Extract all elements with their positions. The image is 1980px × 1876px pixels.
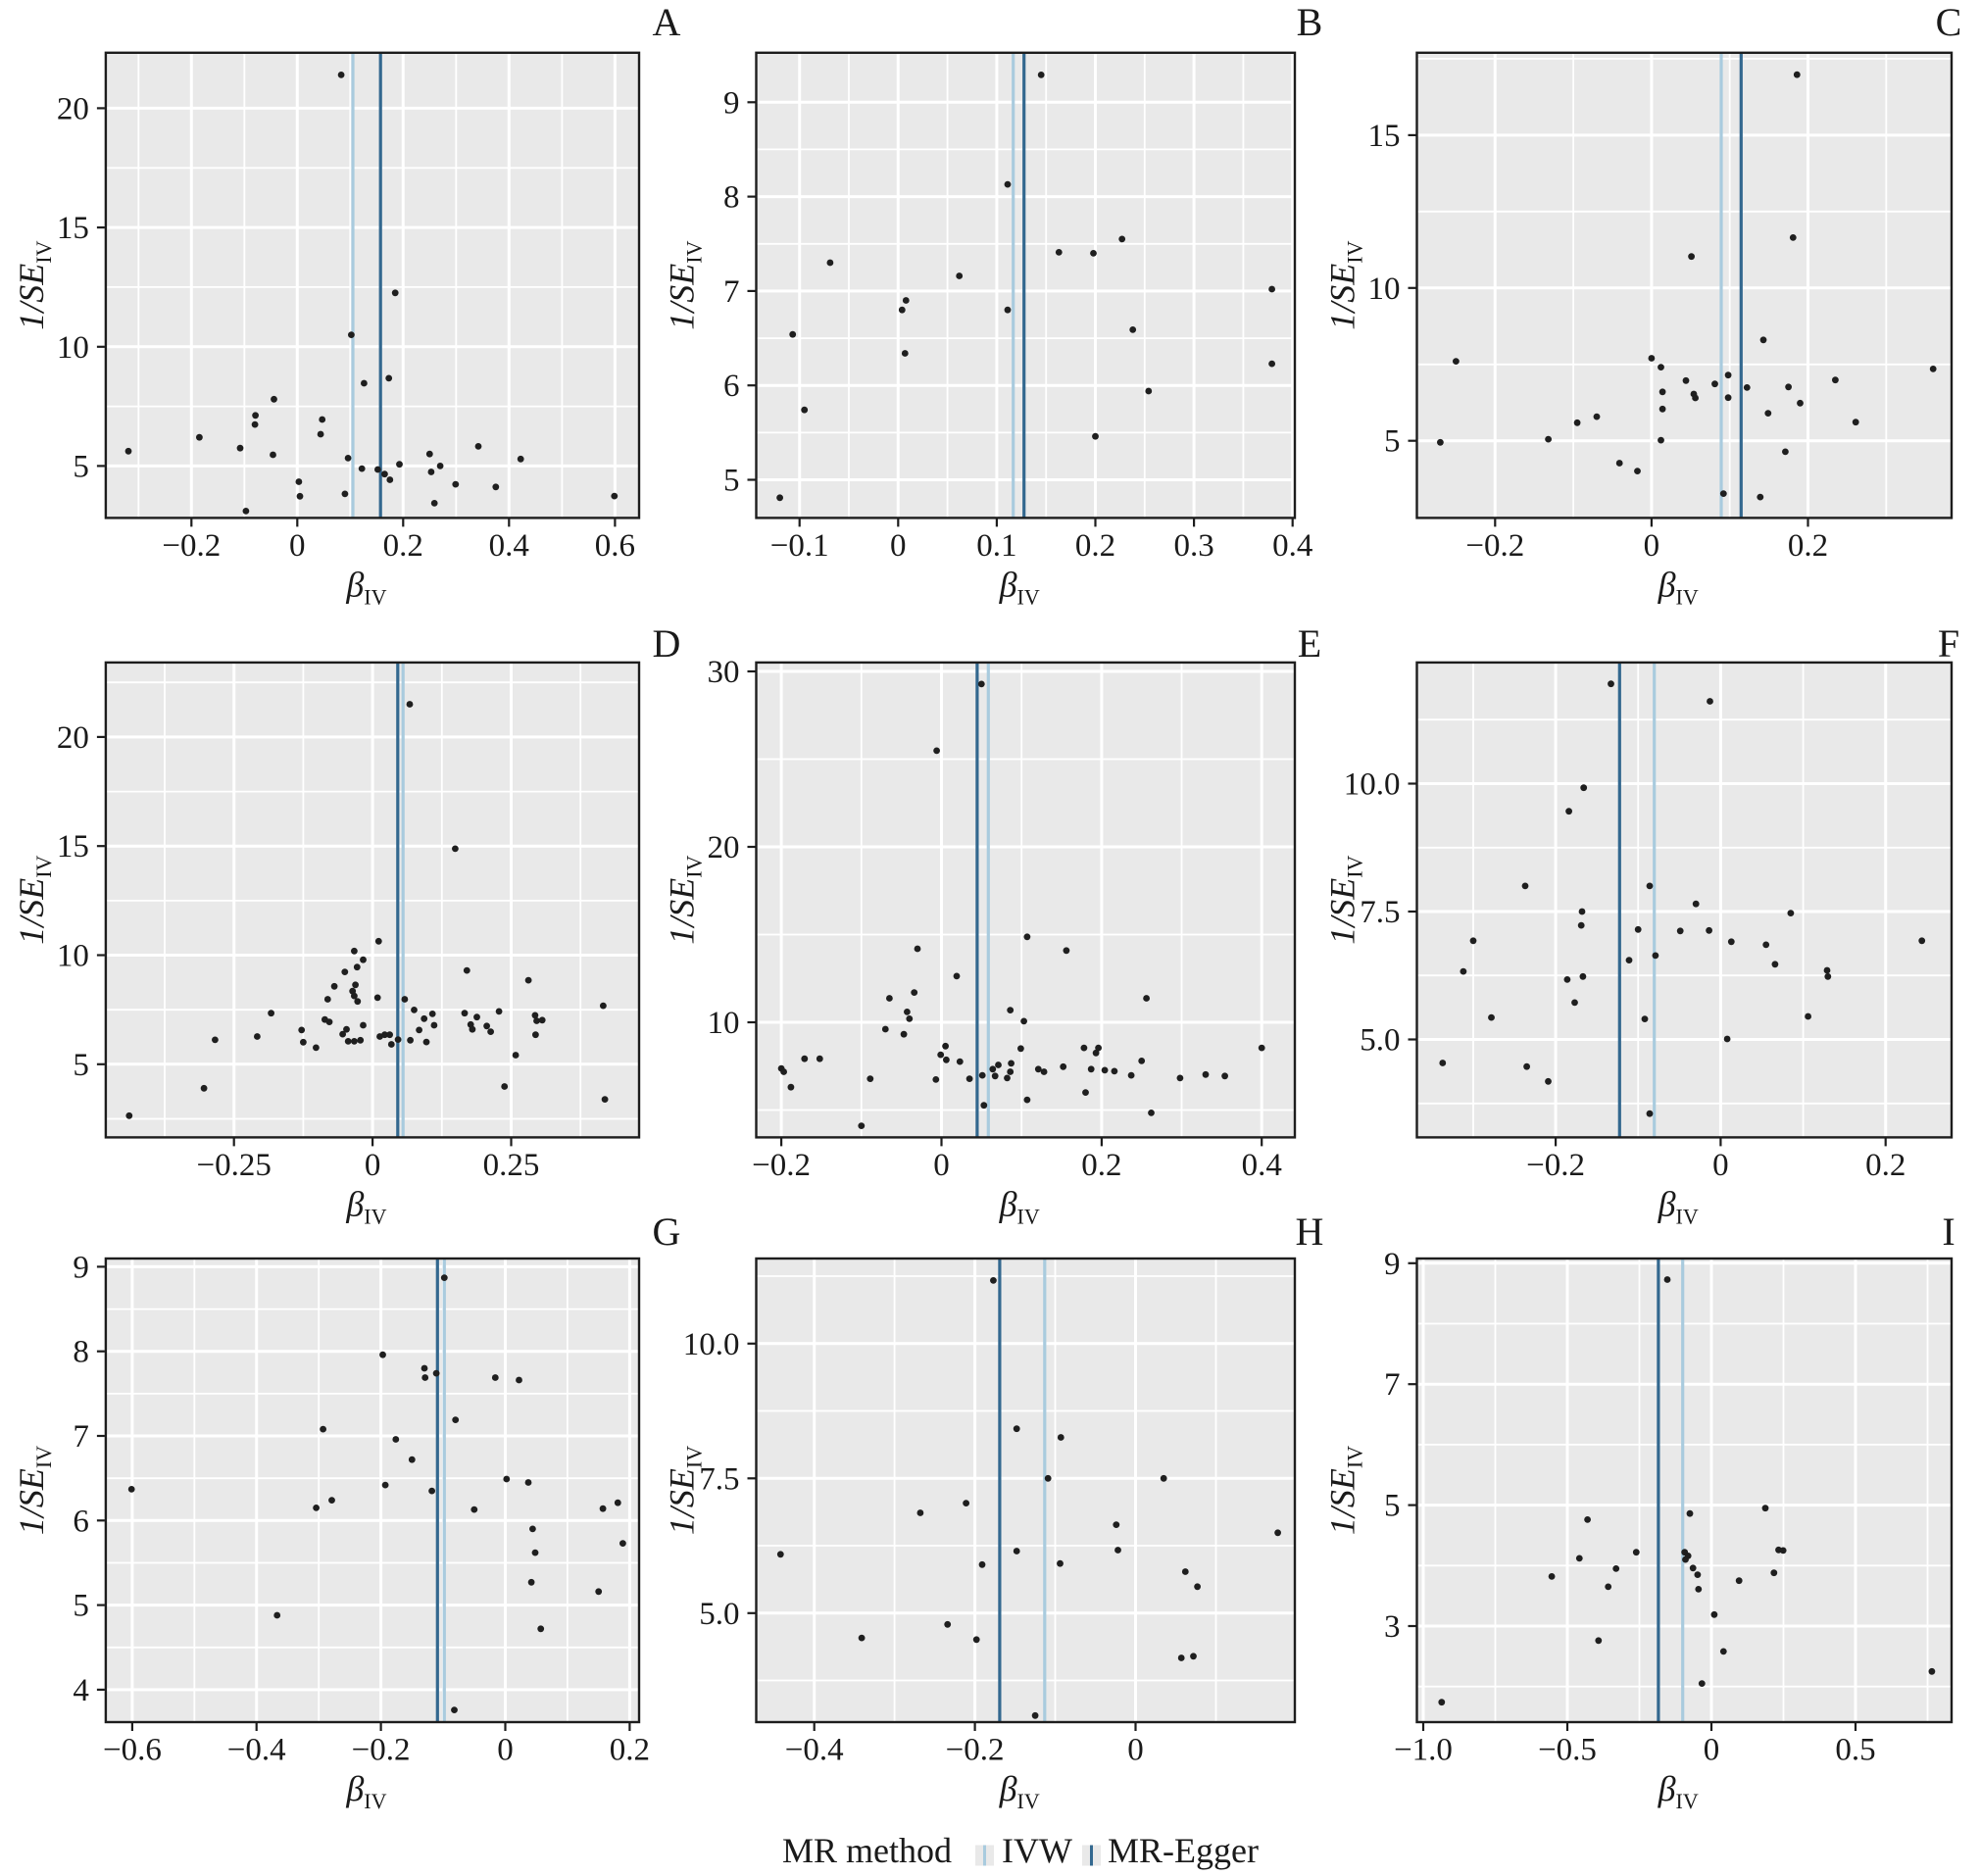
svg-text:10: 10 bbox=[57, 330, 89, 366]
svg-text:−0.4: −0.4 bbox=[227, 1733, 286, 1768]
svg-text:IVW: IVW bbox=[1002, 1831, 1072, 1870]
svg-text:0: 0 bbox=[933, 1148, 950, 1183]
svg-text:G: G bbox=[653, 1210, 681, 1254]
svg-text:5: 5 bbox=[1384, 424, 1401, 460]
svg-text:0.2: 0.2 bbox=[1865, 1148, 1906, 1183]
svg-text:15: 15 bbox=[1368, 119, 1401, 154]
svg-text:0.4: 0.4 bbox=[1242, 1148, 1282, 1183]
svg-text:0.2: 0.2 bbox=[1075, 528, 1115, 564]
svg-text:F: F bbox=[1938, 621, 1959, 666]
svg-text:0.2: 0.2 bbox=[610, 1733, 650, 1768]
svg-text:A: A bbox=[653, 0, 681, 44]
svg-text:−0.4: −0.4 bbox=[785, 1733, 844, 1768]
svg-text:0.1: 0.1 bbox=[976, 528, 1016, 564]
svg-text:15: 15 bbox=[57, 829, 89, 864]
svg-text:5: 5 bbox=[73, 1048, 89, 1083]
svg-text:20: 20 bbox=[708, 830, 740, 865]
svg-text:8: 8 bbox=[723, 180, 740, 216]
svg-text:10.0: 10.0 bbox=[1344, 767, 1401, 803]
svg-text:6: 6 bbox=[73, 1504, 89, 1539]
svg-text:−0.2: −0.2 bbox=[752, 1148, 811, 1183]
svg-text:−0.25: −0.25 bbox=[197, 1148, 272, 1183]
svg-text:0.5: 0.5 bbox=[1835, 1733, 1875, 1768]
svg-text:20: 20 bbox=[57, 91, 89, 126]
svg-text:−0.2: −0.2 bbox=[352, 1733, 411, 1768]
svg-text:0.25: 0.25 bbox=[483, 1148, 540, 1183]
svg-text:0: 0 bbox=[1704, 1733, 1720, 1768]
svg-text:5: 5 bbox=[723, 464, 740, 499]
svg-text:3: 3 bbox=[1384, 1609, 1401, 1645]
svg-text:5: 5 bbox=[73, 1589, 89, 1624]
svg-text:0: 0 bbox=[1712, 1148, 1729, 1183]
svg-text:−0.2: −0.2 bbox=[946, 1733, 1005, 1768]
svg-text:5.0: 5.0 bbox=[699, 1597, 739, 1632]
svg-text:5.0: 5.0 bbox=[1360, 1023, 1400, 1059]
svg-text:0: 0 bbox=[289, 528, 306, 564]
svg-text:−0.6: −0.6 bbox=[103, 1733, 162, 1768]
svg-text:7.5: 7.5 bbox=[1360, 895, 1400, 930]
svg-text:7.5: 7.5 bbox=[699, 1461, 739, 1497]
svg-text:H: H bbox=[1296, 1210, 1324, 1254]
svg-text:10.0: 10.0 bbox=[683, 1327, 740, 1362]
svg-text:−0.2: −0.2 bbox=[1465, 528, 1524, 564]
svg-text:E: E bbox=[1298, 621, 1321, 666]
svg-text:−0.5: −0.5 bbox=[1538, 1733, 1597, 1768]
svg-text:0: 0 bbox=[1644, 528, 1660, 564]
svg-text:9: 9 bbox=[723, 85, 740, 121]
svg-text:MR-Egger: MR-Egger bbox=[1108, 1831, 1259, 1870]
svg-text:7: 7 bbox=[723, 274, 740, 310]
svg-text:−0.2: −0.2 bbox=[1526, 1148, 1585, 1183]
svg-text:6: 6 bbox=[723, 369, 740, 404]
svg-text:4: 4 bbox=[73, 1673, 89, 1708]
svg-text:8: 8 bbox=[73, 1335, 89, 1370]
svg-text:0.3: 0.3 bbox=[1173, 528, 1213, 564]
svg-text:−0.1: −0.1 bbox=[770, 528, 829, 564]
svg-text:10: 10 bbox=[708, 1006, 740, 1041]
svg-text:0: 0 bbox=[497, 1733, 514, 1768]
svg-text:1/SEIV: 1/SEIV bbox=[12, 1446, 56, 1535]
svg-text:I: I bbox=[1942, 1210, 1955, 1254]
svg-text:9: 9 bbox=[1384, 1247, 1401, 1282]
svg-text:10: 10 bbox=[1368, 272, 1401, 307]
svg-text:MR method: MR method bbox=[782, 1831, 952, 1870]
svg-text:D: D bbox=[653, 621, 681, 666]
svg-text:0.6: 0.6 bbox=[595, 528, 635, 564]
svg-text:9: 9 bbox=[73, 1250, 89, 1285]
svg-text:0.4: 0.4 bbox=[1272, 528, 1312, 564]
svg-text:0.2: 0.2 bbox=[383, 528, 423, 564]
svg-text:0.4: 0.4 bbox=[489, 528, 529, 564]
svg-text:15: 15 bbox=[57, 211, 89, 246]
svg-text:B: B bbox=[1297, 0, 1323, 44]
svg-text:−1.0: −1.0 bbox=[1394, 1733, 1453, 1768]
svg-text:βIV: βIV bbox=[345, 1184, 386, 1228]
svg-text:7: 7 bbox=[73, 1419, 89, 1455]
svg-text:5: 5 bbox=[73, 449, 89, 484]
svg-text:10: 10 bbox=[57, 939, 89, 974]
svg-text:−0.2: −0.2 bbox=[162, 528, 221, 564]
svg-text:0: 0 bbox=[890, 528, 907, 564]
svg-text:0.2: 0.2 bbox=[1081, 1148, 1121, 1183]
svg-text:7: 7 bbox=[1384, 1367, 1401, 1403]
svg-text:20: 20 bbox=[57, 720, 89, 756]
svg-text:0.2: 0.2 bbox=[1788, 528, 1828, 564]
svg-text:30: 30 bbox=[708, 655, 740, 690]
svg-text:0: 0 bbox=[365, 1148, 381, 1183]
svg-text:0: 0 bbox=[1127, 1733, 1144, 1768]
svg-text:C: C bbox=[1936, 0, 1962, 44]
svg-text:5: 5 bbox=[1384, 1489, 1401, 1524]
